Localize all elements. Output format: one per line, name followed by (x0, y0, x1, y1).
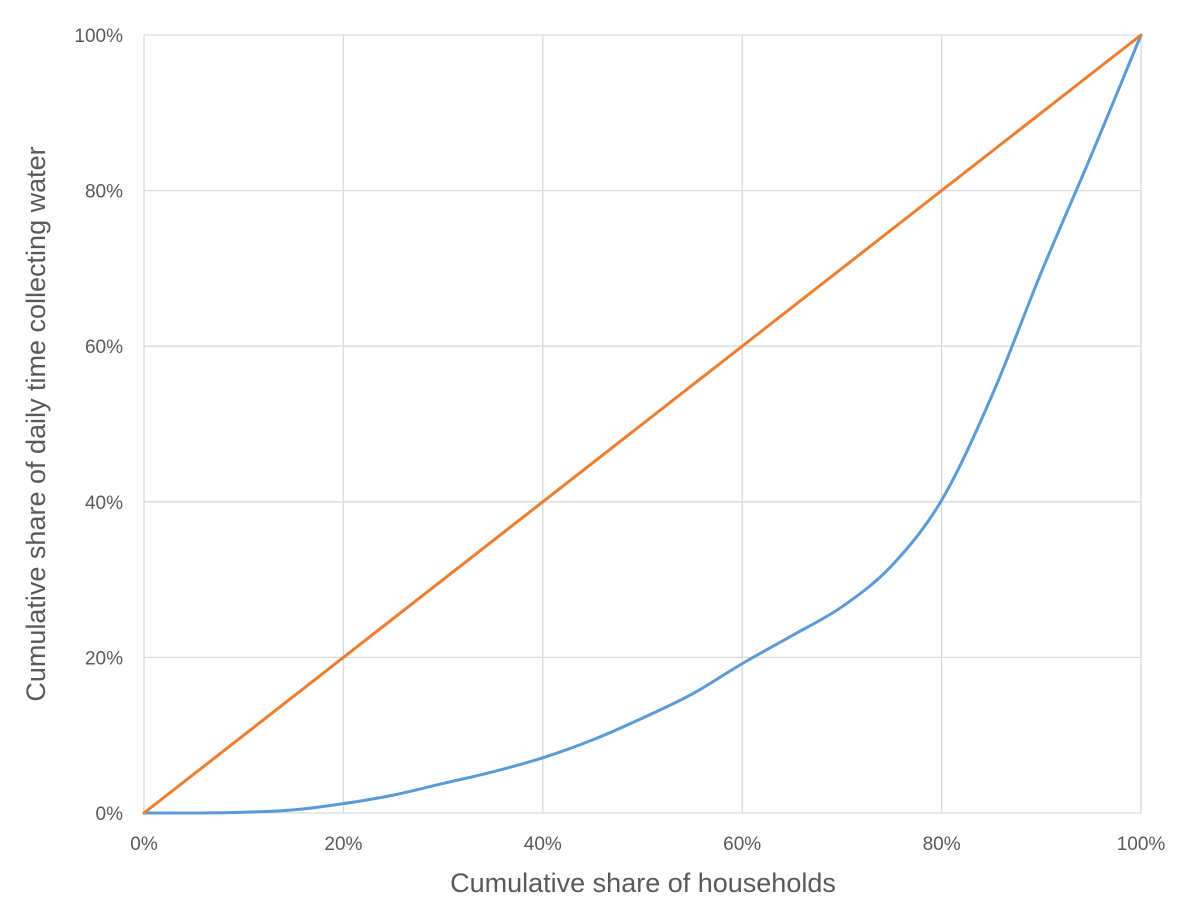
series-lines (142, 33, 1143, 815)
y-axis-tick-labels: 0% 20% 40% 60% 80% 100% (74, 26, 123, 825)
y-tick-label: 60% (85, 337, 123, 358)
x-tick-label: 100% (1117, 834, 1166, 855)
y-tick-label: 100% (74, 26, 123, 47)
x-tick-label: 0% (130, 834, 158, 855)
x-tick-label: 80% (923, 834, 961, 855)
y-tick-label: 40% (85, 493, 123, 514)
lorenz-curve-line (142, 33, 1143, 815)
x-axis-tick-labels: 0% 20% 40% 60% 80% 100% (130, 834, 1165, 855)
y-tick-label: 0% (96, 804, 124, 825)
x-axis-title: Cumulative share of households (450, 868, 836, 898)
equality-line (142, 33, 1143, 815)
y-tick-label: 80% (85, 182, 123, 203)
x-tick-label: 60% (723, 834, 761, 855)
x-tick-label: 20% (324, 834, 362, 855)
y-tick-label: 20% (85, 648, 123, 669)
x-tick-label: 40% (524, 834, 562, 855)
y-axis-title: Cumulative share of daily time collectin… (21, 146, 51, 701)
gridlines (143, 34, 1142, 814)
